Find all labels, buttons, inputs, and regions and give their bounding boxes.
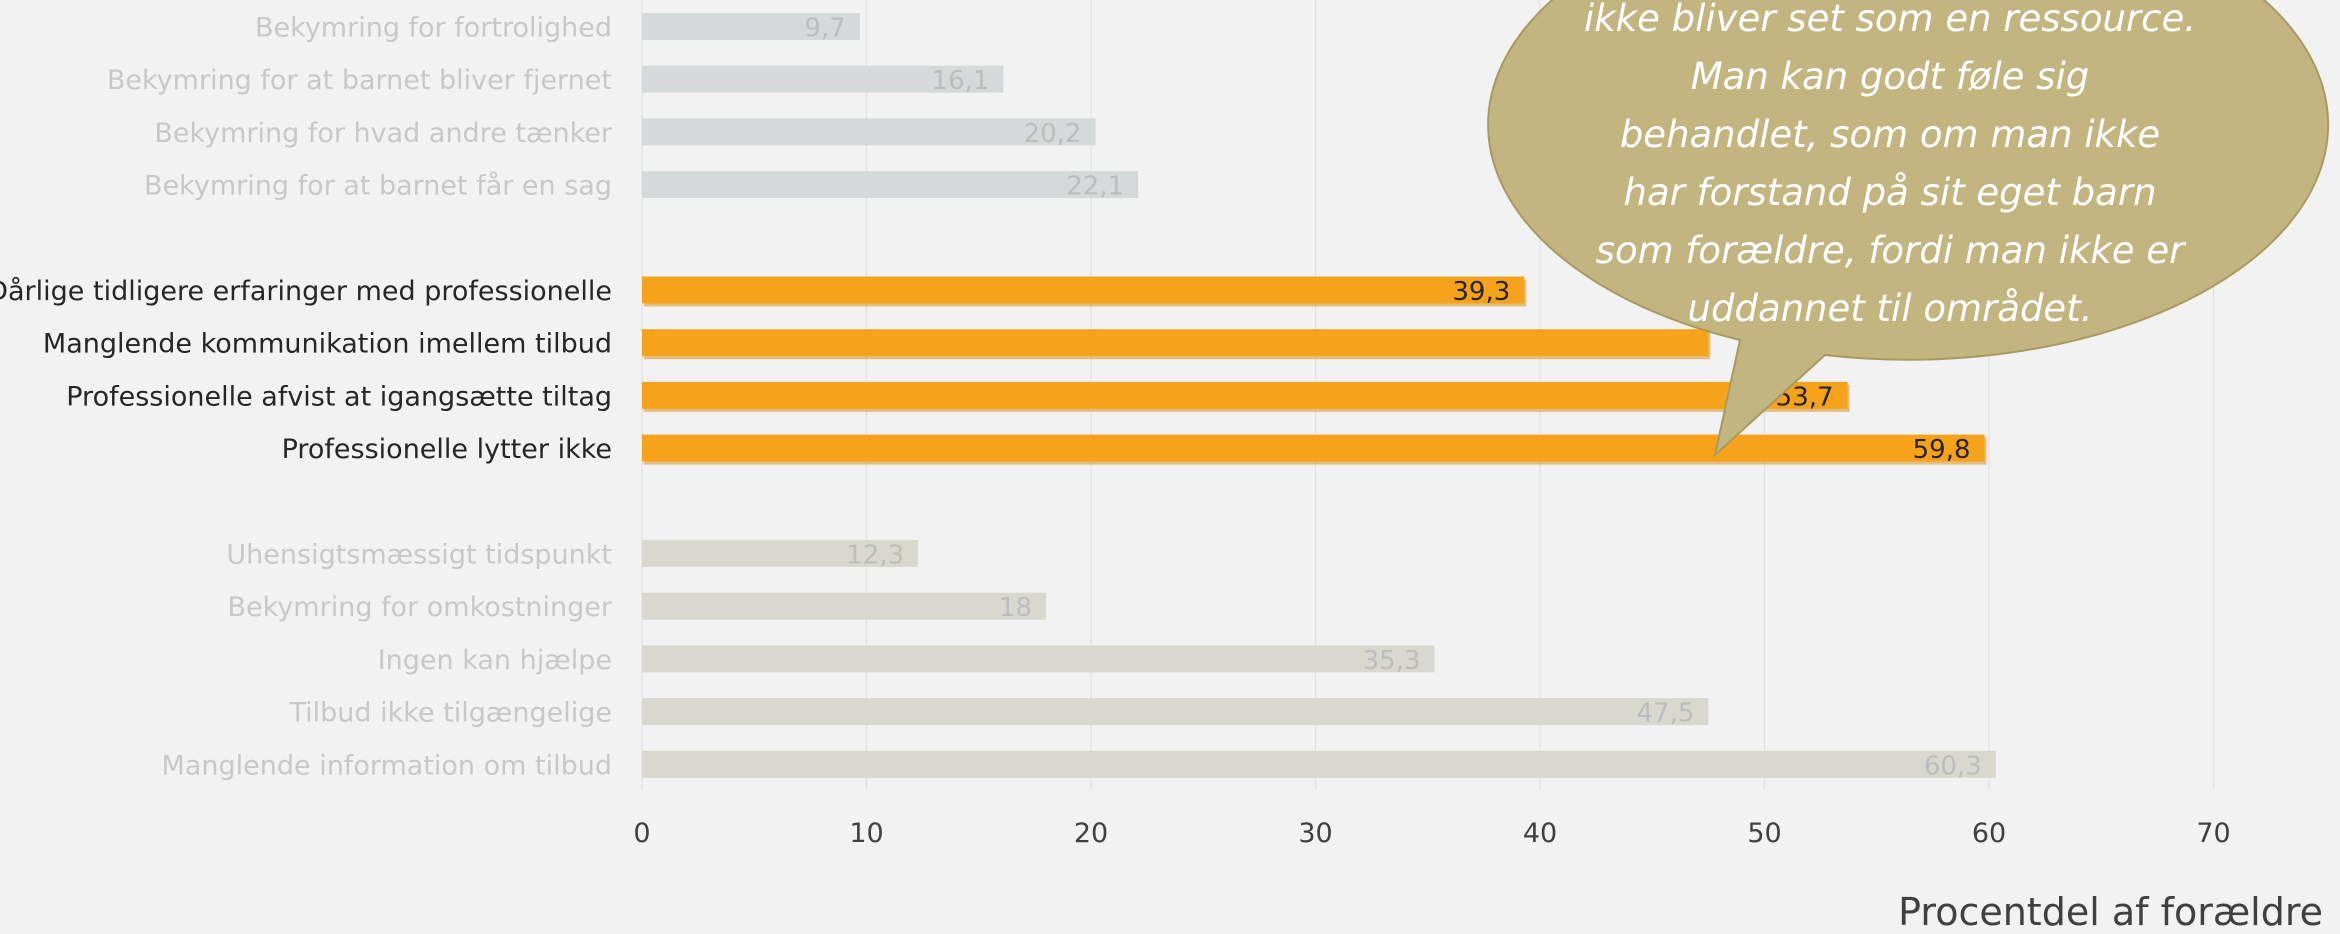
bar bbox=[642, 13, 860, 40]
value-label: 20,2 bbox=[1024, 119, 1082, 149]
callout-quote: ikke bliver set som en ressource. Man ka… bbox=[1520, 0, 2260, 338]
bar bbox=[642, 329, 1709, 357]
category-label: Uhensigtsmæssigt tidspunkt bbox=[226, 540, 612, 571]
value-label: 59,8 bbox=[1913, 435, 1971, 465]
x-tick-label: 0 bbox=[633, 818, 650, 849]
value-label: 35,3 bbox=[1363, 646, 1421, 676]
category-label: Bekymring for fortrolighed bbox=[255, 13, 612, 44]
category-label: Manglende kommunikation imellem tilbud bbox=[43, 329, 612, 360]
bar bbox=[642, 540, 919, 567]
value-label: 60,3 bbox=[1924, 751, 1982, 781]
bar bbox=[642, 698, 1709, 726]
category-label: Professionelle afvist at igangsætte tilt… bbox=[66, 381, 612, 412]
bar bbox=[642, 171, 1139, 199]
bar bbox=[642, 592, 1047, 620]
category-label: Bekymring for at barnet får en sag bbox=[144, 171, 612, 202]
bars-layer: Bekymring for fortrolighed 9,7 Bekymring f… bbox=[0, 13, 1996, 781]
speech-bubble bbox=[1487, 0, 2330, 458]
value-label: 16,1 bbox=[932, 66, 990, 96]
x-tick-label: 70 bbox=[2196, 818, 2230, 849]
bar bbox=[642, 65, 1004, 93]
callout-bubble-layer bbox=[1487, 0, 2330, 458]
x-tick-label: 30 bbox=[1298, 818, 1332, 849]
value-label: 47,5 bbox=[1636, 699, 1694, 729]
bar bbox=[642, 118, 1096, 146]
x-tick-label: 50 bbox=[1747, 818, 1781, 849]
value-label: 39,3 bbox=[1452, 277, 1510, 307]
callout-line: Man kan godt føle sig bbox=[1690, 55, 2090, 98]
value-label: 9,7 bbox=[804, 14, 845, 44]
bar bbox=[642, 645, 1435, 673]
bar bbox=[642, 434, 1985, 462]
x-tick-label: 40 bbox=[1523, 818, 1557, 849]
x-tick-label: 60 bbox=[1972, 818, 2006, 849]
value-label: 22,1 bbox=[1066, 172, 1124, 202]
value-label: 18 bbox=[999, 593, 1032, 623]
callout-line: behandlet, som om man ikke bbox=[1619, 113, 2161, 156]
bar bbox=[642, 750, 1996, 778]
x-axis-title: Procentdel af forældre bbox=[1898, 890, 2323, 934]
bar bbox=[642, 381, 1848, 409]
category-label: Tilbud ikke tilgængelige bbox=[289, 698, 613, 729]
x-tick-label: 20 bbox=[1074, 818, 1108, 849]
category-label: Ingen kan hjælpe bbox=[378, 645, 612, 676]
bar bbox=[642, 276, 1525, 304]
category-label: Bekymring for at barnet bliver fjernet bbox=[107, 65, 612, 96]
callout-line: har forstand på sit eget barn bbox=[1623, 171, 2157, 214]
value-label: 12,3 bbox=[846, 541, 904, 571]
category-label: Bekymring for hvad andre tænker bbox=[154, 118, 613, 149]
category-label: Professionelle lytter ikke bbox=[282, 434, 612, 465]
callout-line: ikke bliver set som en ressource. bbox=[1583, 0, 2197, 40]
callout-line: som forældre, fordi man ikke er bbox=[1595, 229, 2185, 272]
x-tick-label: 10 bbox=[849, 818, 883, 849]
category-label: Manglende information om tilbud bbox=[162, 750, 612, 781]
x-axis-ticks: 0 10 20 30 40 50 60 70 bbox=[633, 818, 2230, 849]
callout-line: uddannet til området. bbox=[1687, 287, 2093, 330]
category-label: Bekymring for omkostninger bbox=[228, 592, 613, 623]
category-label: Dårlige tidligere erfaringer med profess… bbox=[0, 276, 612, 307]
